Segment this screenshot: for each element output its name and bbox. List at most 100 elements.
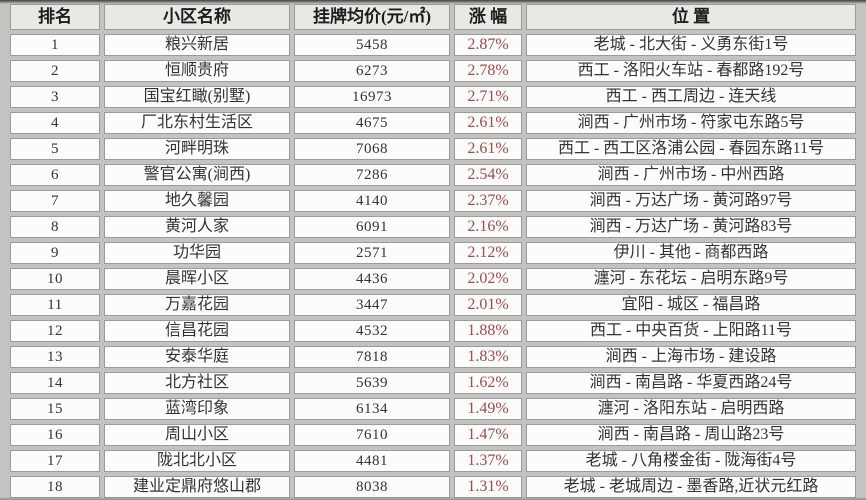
price-cell: 4140: [294, 190, 450, 212]
location-cell: 宜阳 - 城区 - 福昌路: [526, 294, 856, 316]
location-cell: 涧西 - 南昌路 - 周山路23号: [526, 424, 856, 446]
location-cell: 涧西 - 上海市场 - 建设路: [526, 346, 856, 368]
rank-cell: 2: [10, 60, 100, 82]
table-row: 13 安泰华庭 7818 1.83% 涧西 - 上海市场 - 建设路: [10, 346, 856, 368]
header-name: 小区名称: [104, 4, 290, 30]
rank-cell: 18: [10, 476, 100, 498]
location-cell: 涧西 - 广州市场 - 符家屯东路5号: [526, 112, 856, 134]
community-name-cell: 粮兴新居: [104, 34, 290, 56]
rank-cell: 12: [10, 320, 100, 342]
community-name-cell: 万嘉花园: [104, 294, 290, 316]
community-name-cell: 河畔明珠: [104, 138, 290, 160]
price-cell: 6091: [294, 216, 450, 238]
community-name-cell: 晨晖小区: [104, 268, 290, 290]
table-row: 16 周山小区 7610 1.47% 涧西 - 南昌路 - 周山路23号: [10, 424, 856, 446]
header-rank: 排名: [10, 4, 100, 30]
rank-cell: 3: [10, 86, 100, 108]
price-cell: 4436: [294, 268, 450, 290]
location-cell: 西工 - 西工周边 - 连天线: [526, 86, 856, 108]
change-cell: 2.78%: [454, 60, 522, 82]
price-cell: 6134: [294, 398, 450, 420]
rank-cell: 15: [10, 398, 100, 420]
table-row: 4 厂北东村生活区 4675 2.61% 涧西 - 广州市场 - 符家屯东路5号: [10, 112, 856, 134]
price-cell: 7068: [294, 138, 450, 160]
table-row: 14 北方社区 5639 1.62% 涧西 - 南昌路 - 华夏西路24号: [10, 372, 856, 394]
table-header-row: 排名 小区名称 挂牌均价(元/㎡) 涨 幅 位 置: [10, 4, 856, 30]
location-cell: 涧西 - 万达广场 - 黄河路97号: [526, 190, 856, 212]
table-row: 6 警官公寓(涧西) 7286 2.54% 涧西 - 广州市场 - 中州西路: [10, 164, 856, 186]
housing-price-table: 排名 小区名称 挂牌均价(元/㎡) 涨 幅 位 置 1 粮兴新居 5458 2.87%…: [6, 0, 860, 500]
community-name-cell: 厂北东村生活区: [104, 112, 290, 134]
change-cell: 1.37%: [454, 450, 522, 472]
price-cell: 4532: [294, 320, 450, 342]
rank-cell: 7: [10, 190, 100, 212]
price-cell: 7610: [294, 424, 450, 446]
table-row: 12 信昌花园 4532 1.88% 西工 - 中央百货 - 上阳路11号: [10, 320, 856, 342]
price-cell: 7286: [294, 164, 450, 186]
table-row: 1 粮兴新居 5458 2.87% 老城 - 北大街 - 义勇东街1号: [10, 34, 856, 56]
rank-cell: 16: [10, 424, 100, 446]
table-row: 9 功华园 2571 2.12% 伊川 - 其他 - 商都西路: [10, 242, 856, 264]
rank-cell: 11: [10, 294, 100, 316]
table-row: 11 万嘉花园 3447 2.01% 宜阳 - 城区 - 福昌路: [10, 294, 856, 316]
community-name-cell: 建业定鼎府悠山郡: [104, 476, 290, 498]
price-cell: 7818: [294, 346, 450, 368]
change-cell: 2.01%: [454, 294, 522, 316]
table-row: 15 蓝湾印象 6134 1.49% 瀍河 - 洛阳东站 - 启明西路: [10, 398, 856, 420]
change-cell: 1.83%: [454, 346, 522, 368]
change-cell: 2.61%: [454, 112, 522, 134]
table-row: 18 建业定鼎府悠山郡 8038 1.31% 老城 - 老城周边 - 墨香路,近状元红路: [10, 476, 856, 498]
price-cell: 16973: [294, 86, 450, 108]
community-name-cell: 周山小区: [104, 424, 290, 446]
change-cell: 1.47%: [454, 424, 522, 446]
change-cell: 1.49%: [454, 398, 522, 420]
table-row: 3 国宝红瞰(别墅) 16973 2.71% 西工 - 西工周边 - 连天线: [10, 86, 856, 108]
table-row: 8 黄河人家 6091 2.16% 涧西 - 万达广场 - 黄河路83号: [10, 216, 856, 238]
location-cell: 西工 - 洛阳火车站 - 春都路192号: [526, 60, 856, 82]
rank-cell: 5: [10, 138, 100, 160]
location-cell: 西工 - 西工区洛浦公园 - 春园东路11号: [526, 138, 856, 160]
location-cell: 涧西 - 万达广场 - 黄河路83号: [526, 216, 856, 238]
location-cell: 西工 - 中央百货 - 上阳路11号: [526, 320, 856, 342]
header-price: 挂牌均价(元/㎡): [294, 4, 450, 30]
header-location: 位 置: [526, 4, 856, 30]
community-name-cell: 警官公寓(涧西): [104, 164, 290, 186]
table-row: 5 河畔明珠 7068 2.61% 西工 - 西工区洛浦公园 - 春园东路11号: [10, 138, 856, 160]
change-cell: 2.16%: [454, 216, 522, 238]
community-name-cell: 黄河人家: [104, 216, 290, 238]
price-cell: 8038: [294, 476, 450, 498]
table-row: 7 地久馨园 4140 2.37% 涧西 - 万达广场 - 黄河路97号: [10, 190, 856, 212]
community-name-cell: 北方社区: [104, 372, 290, 394]
rank-cell: 4: [10, 112, 100, 134]
change-cell: 2.71%: [454, 86, 522, 108]
rank-cell: 1: [10, 34, 100, 56]
community-name-cell: 陇北北小区: [104, 450, 290, 472]
community-name-cell: 国宝红瞰(别墅): [104, 86, 290, 108]
price-cell: 5639: [294, 372, 450, 394]
location-cell: 老城 - 北大街 - 义勇东街1号: [526, 34, 856, 56]
rank-cell: 14: [10, 372, 100, 394]
rank-cell: 9: [10, 242, 100, 264]
price-cell: 2571: [294, 242, 450, 264]
location-cell: 瀍河 - 洛阳东站 - 启明西路: [526, 398, 856, 420]
location-cell: 涧西 - 南昌路 - 华夏西路24号: [526, 372, 856, 394]
location-cell: 伊川 - 其他 - 商都西路: [526, 242, 856, 264]
price-cell: 4675: [294, 112, 450, 134]
price-cell: 3447: [294, 294, 450, 316]
rank-cell: 13: [10, 346, 100, 368]
price-cell: 4481: [294, 450, 450, 472]
change-cell: 2.02%: [454, 268, 522, 290]
table-row: 17 陇北北小区 4481 1.37% 老城 - 八角楼金街 - 陇海街4号: [10, 450, 856, 472]
community-name-cell: 安泰华庭: [104, 346, 290, 368]
price-cell: 6273: [294, 60, 450, 82]
location-cell: 老城 - 八角楼金街 - 陇海街4号: [526, 450, 856, 472]
change-cell: 1.88%: [454, 320, 522, 342]
table-body: 1 粮兴新居 5458 2.87% 老城 - 北大街 - 义勇东街1号 2 恒顺贵府 6273…: [10, 34, 856, 498]
location-cell: 瀍河 - 东花坛 - 启明东路9号: [526, 268, 856, 290]
change-cell: 2.61%: [454, 138, 522, 160]
rank-cell: 10: [10, 268, 100, 290]
change-cell: 1.31%: [454, 476, 522, 498]
change-cell: 2.54%: [454, 164, 522, 186]
rank-cell: 6: [10, 164, 100, 186]
location-cell: 涧西 - 广州市场 - 中州西路: [526, 164, 856, 186]
